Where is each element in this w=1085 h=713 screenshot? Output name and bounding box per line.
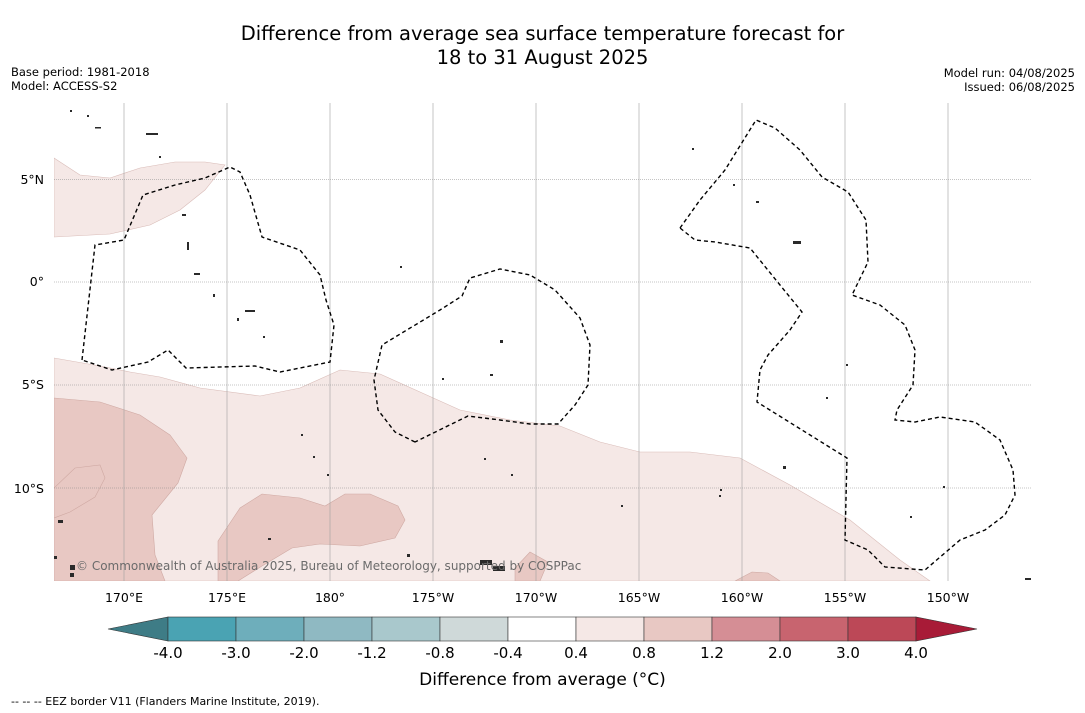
lat-label-10s: 10°S [14, 481, 44, 496]
colorbar-segment [303, 616, 373, 642]
lon-label-175w: 175°W [412, 590, 454, 605]
map-title: Difference from average sea surface temp… [0, 22, 1085, 70]
colorbar-segment [643, 616, 713, 642]
anomaly-fill-light-north [54, 157, 226, 238]
lat-label-5s: 5°S [22, 377, 44, 392]
model-name: Model: ACCESS-S2 [11, 79, 118, 93]
colorbar-segment [371, 616, 441, 642]
lon-label-170e: 170°E [105, 590, 143, 605]
colorbar-tick-label: -0.4 [493, 644, 522, 662]
colorbar-segment [439, 616, 509, 642]
colorbar-segment [779, 616, 849, 642]
colorbar: -4.0 -3.0 -2.0 -1.2 -0.8 -0.4 0.4 0.8 1.2 2.0 3.0 4… [107, 616, 978, 662]
colorbar-tick-label: -1.2 [357, 644, 386, 662]
anomaly-fill-medium-south [514, 551, 549, 581]
colorbar-segment [711, 616, 781, 642]
colorbar-tick-label: -3.0 [221, 644, 250, 662]
colorbar-segment [235, 616, 305, 642]
eez-borders [81, 119, 1016, 571]
colorbar-tick-label: 2.0 [768, 644, 792, 662]
title-line-1: Difference from average sea surface temp… [240, 22, 845, 45]
eez-border-line-islands [679, 119, 1016, 571]
eez-border-kiribati-gilbert [81, 166, 335, 373]
colorbar-tick-label: 1.2 [700, 644, 724, 662]
lat-label-5n: 5°N [20, 172, 44, 187]
colorbar-segment [575, 616, 645, 642]
colorbar-tick-label: -4.0 [153, 644, 182, 662]
lon-label-160w: 160°W [721, 590, 763, 605]
eez-legend-note: -- -- -- EEZ border V11 (Flanders Marine… [11, 695, 320, 708]
issued-date: Issued: 06/08/2025 [964, 80, 1075, 94]
colorbar-tick-label: 3.0 [836, 644, 860, 662]
lon-label-165w: 165°W [618, 590, 660, 605]
colorbar-segment [167, 616, 237, 642]
colorbar-extend-high [915, 616, 978, 642]
lat-labels: 5°N 0° 5°S 10°S [14, 172, 44, 496]
lon-label-170w: 170°W [515, 590, 557, 605]
colorbar-title: Difference from average (°C) [419, 670, 666, 690]
colorbar-tick-label: 0.4 [564, 644, 588, 662]
colorbar-tick-label: -2.0 [289, 644, 318, 662]
land-islands [54, 110, 1031, 580]
lon-labels: 170°E 175°E 180° 175°W 170°W 165°W 160°W… [105, 590, 969, 605]
eez-border-phoenix [373, 268, 591, 443]
lon-label-155w: 155°W [824, 590, 866, 605]
lon-label-150w: 150°W [927, 590, 969, 605]
meta-left: Base period: 1981-2018 Model: ACCESS-S2 [11, 65, 150, 93]
lon-label-180: 180° [315, 590, 345, 605]
colorbar-tick-label: -0.8 [425, 644, 454, 662]
colorbar-tick-label: 4.0 [904, 644, 928, 662]
anomaly-fill-medium-central [217, 493, 406, 581]
colorbar-extend-low [107, 616, 169, 642]
colorbar-tick-label: 0.8 [632, 644, 656, 662]
map-copyright: © Commonwealth of Australia 2025, Bureau… [76, 559, 581, 573]
title-line-2: 18 to 31 August 2025 [436, 46, 649, 69]
colorbar-segment [507, 616, 577, 642]
gridlines [54, 103, 1031, 581]
meta-right: Model run: 04/08/2025 Issued: 06/08/2025 [944, 66, 1075, 94]
anomaly-fill-medium-east [734, 571, 781, 581]
anomaly-fill-medium-west [54, 397, 188, 581]
anomaly-fill-light-south [54, 357, 931, 581]
model-run: Model run: 04/08/2025 [943, 66, 1075, 80]
lon-label-175e: 175°E [208, 590, 246, 605]
lat-label-0: 0° [30, 274, 44, 289]
map-area: © Commonwealth of Australia 2025, Bureau… [54, 103, 1031, 581]
colorbar-segment [847, 616, 917, 642]
base-period: Base period: 1981-2018 [11, 65, 150, 79]
